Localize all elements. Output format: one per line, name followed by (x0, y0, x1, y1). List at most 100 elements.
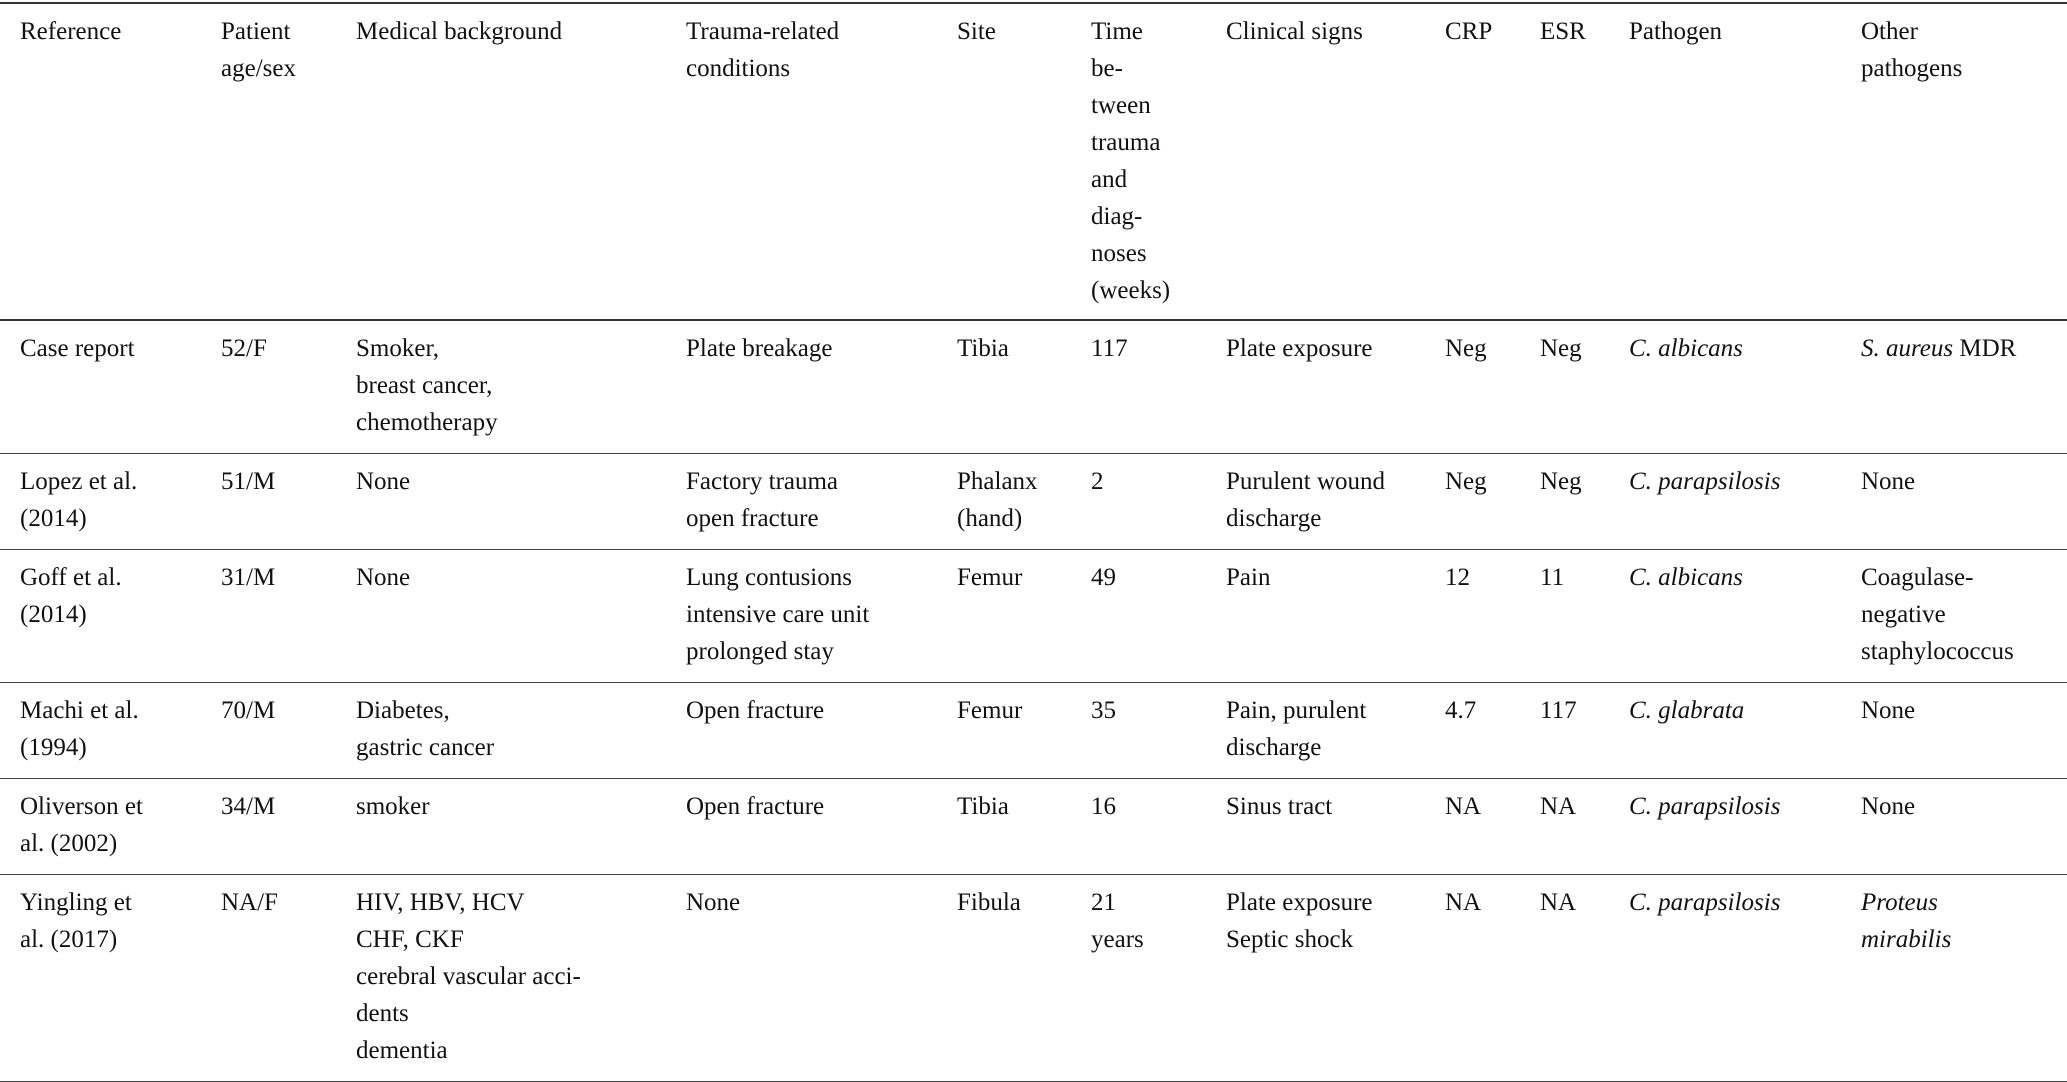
table-cell: Machi et al. (1994) (0, 683, 221, 779)
table-cell: Lopez et al. (2014) (0, 454, 221, 550)
table-cell: NA (1540, 779, 1629, 875)
table-cell: Case report (0, 320, 221, 454)
cell-text: Femur (957, 564, 1023, 591)
cell-text: Phalanx (hand) (957, 468, 1038, 532)
table-cell: 31/M (221, 550, 356, 683)
table-cell: Tibia (957, 320, 1091, 454)
cell-text: Plate exposure Septic shock (1226, 889, 1373, 953)
table-cell: 12 (1445, 550, 1540, 683)
cell-text: NA (1445, 889, 1482, 916)
cell-text: C. parapsilosis (1629, 468, 1781, 495)
table-cell: 70/M (221, 683, 356, 779)
cell-text: 11 (1540, 564, 1565, 591)
cell-text: 49 (1091, 564, 1116, 591)
cell-text: 16 (1091, 793, 1116, 820)
cell-text: C. albicans (1629, 564, 1743, 591)
column-header: Clinical signs (1226, 18, 1363, 45)
table-cell: Diabetes, gastric cancer (356, 683, 686, 779)
table-row: Case report 52/F Smoker, breast cancer, ch… (0, 320, 2067, 454)
cell-text: Sinus tract (1226, 793, 1333, 820)
table-cell: None (1861, 779, 2067, 875)
cell-text: NA/F (221, 889, 278, 916)
table-cell: Yingling et al. (2017) (0, 875, 221, 1082)
cell-text: Pain (1226, 564, 1271, 591)
cell-text: 34/M (221, 793, 276, 820)
table-cell: None (1861, 454, 2067, 550)
table-cell: NA (1445, 779, 1540, 875)
table-cell: NA (1445, 875, 1540, 1082)
table-cell: 16 (1091, 779, 1226, 875)
cell-text: Femur (957, 697, 1023, 724)
cell-text: 51/M (221, 468, 276, 495)
table-cell: Neg (1540, 454, 1629, 550)
cell-text: 12 (1445, 564, 1470, 591)
cell-text: HIV, HBV, HCV CHF, CKF cerebral vascular… (356, 889, 581, 1064)
table-cell: Proteus mirabilis (1861, 875, 2067, 1082)
table-cell: None (1861, 683, 2067, 779)
table-cell: C. albicans (1629, 550, 1861, 683)
cell-text: Diabetes, gastric cancer (356, 697, 495, 761)
cell-text: Neg (1445, 335, 1487, 362)
table-cell: 35 (1091, 683, 1226, 779)
cell-text: C. albicans (1629, 335, 1743, 362)
table-body: Case report 52/F Smoker, breast cancer, ch… (0, 320, 2067, 1082)
cell-text: None (356, 468, 411, 495)
table-cell: Neg (1445, 454, 1540, 550)
cell-text: Factory trauma open fracture (686, 468, 839, 532)
table-cell: C. albicans (1629, 320, 1861, 454)
cell-text: None (1861, 793, 1916, 820)
cell-text: C. glabrata (1629, 697, 1745, 724)
cell-text: Plate breakage (686, 335, 833, 362)
table-cell: 21 years (1091, 875, 1226, 1082)
table-cell: None (356, 454, 686, 550)
table-cell: smoker (356, 779, 686, 875)
table-cell: Smoker, breast cancer, chemotherapy (356, 320, 686, 454)
table-cell: Pain (1226, 550, 1445, 683)
cell-text: Neg (1445, 468, 1487, 495)
cell-text: 52/F (221, 335, 267, 362)
cell-text: NA (1445, 793, 1482, 820)
column-header: Pathogen (1629, 18, 1723, 45)
cell-text: Oliverson et al. (2002) (20, 793, 143, 857)
cell-text: Plate exposure (1226, 335, 1373, 362)
table-row: Oliverson et al. (2002) 34/M smoker Open fr… (0, 779, 2067, 875)
cell-text: MDR (1953, 335, 2017, 362)
table-cell: Open fracture (686, 683, 957, 779)
cell-text: Machi et al. (1994) (20, 697, 139, 761)
cell-text: C. parapsilosis (1629, 889, 1781, 916)
table-cell: C. parapsilosis (1629, 779, 1861, 875)
table-cell: HIV, HBV, HCV CHF, CKF cerebral vascular… (356, 875, 686, 1082)
cell-text: Purulent wound discharge (1226, 468, 1386, 532)
table-cell: 49 (1091, 550, 1226, 683)
column-header: Medical background (356, 18, 563, 45)
cell-text: Lopez et al. (2014) (20, 468, 138, 532)
table-cell: NA/F (221, 875, 356, 1082)
cell-text: None (356, 564, 411, 591)
table-cell: Coagulase- negative staphylococcus (1861, 550, 2067, 683)
cell-text: 21 years (1091, 889, 1144, 953)
table-cell: C. parapsilosis (1629, 454, 1861, 550)
cell-text: Coagulase- negative staphylococcus (1861, 564, 2014, 665)
table-cell: 4.7 (1445, 683, 1540, 779)
cell-text: Smoker, breast cancer, chemotherapy (356, 335, 498, 436)
table-cell: 11 (1540, 550, 1629, 683)
table-cell: C. glabrata (1629, 683, 1861, 779)
table-cell: 51/M (221, 454, 356, 550)
table-row: Lopez et al. (2014) 51/M None Factory traum… (0, 454, 2067, 550)
table-cell: Phalanx (hand) (957, 454, 1091, 550)
cell-text: NA (1540, 889, 1577, 916)
table-row: Yingling et al. (2017) NA/F HIV, HBV, HCV … (0, 875, 2067, 1082)
cell-text: 117 (1091, 335, 1128, 362)
table-cell: None (356, 550, 686, 683)
table-cell: Factory trauma open fracture (686, 454, 957, 550)
table-cell: Purulent wound discharge (1226, 454, 1445, 550)
table-cell: Pain, purulent discharge (1226, 683, 1445, 779)
cell-text: 4.7 (1445, 697, 1477, 724)
table-cell: Tibia (957, 779, 1091, 875)
table-cell: Plate exposure Septic shock (1226, 875, 1445, 1082)
column-header: ESR (1540, 18, 1586, 45)
cell-text: Case report (20, 335, 135, 362)
header-row: Reference Patient age/sex Medical backgrou… (0, 3, 2067, 320)
column-header: Patient age/sex (221, 18, 296, 82)
